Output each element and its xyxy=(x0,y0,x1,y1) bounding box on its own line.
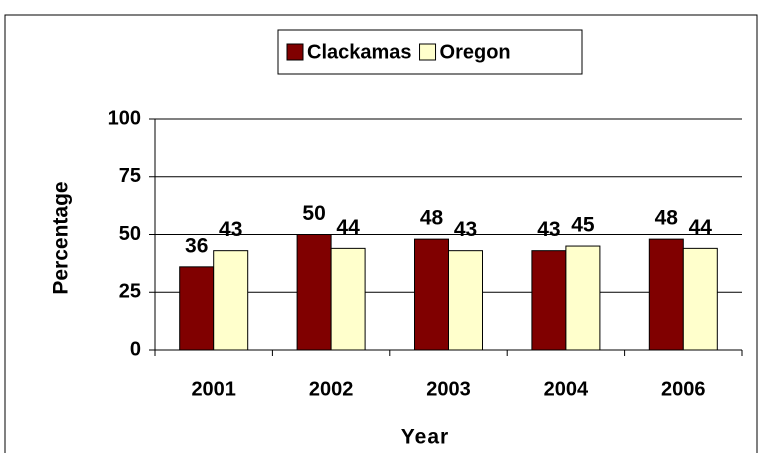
bar xyxy=(213,250,249,351)
bar xyxy=(179,266,215,351)
y-tick-label: 25 xyxy=(119,281,141,303)
x-tick-label: 2002 xyxy=(309,378,354,400)
y-axis-label: Percentage xyxy=(50,181,73,294)
value-label: 43 xyxy=(537,218,560,241)
legend-swatch xyxy=(419,43,437,61)
legend-label: Clackamas xyxy=(307,41,412,63)
y-tick-label: 50 xyxy=(119,223,141,245)
bar xyxy=(531,250,567,351)
value-label: 50 xyxy=(302,202,325,225)
y-tick-label: 75 xyxy=(119,165,141,187)
value-label: 43 xyxy=(454,218,477,241)
legend-swatch xyxy=(286,43,304,61)
value-label: 36 xyxy=(185,234,208,257)
legend-label: Oregon xyxy=(440,41,511,63)
value-label: 45 xyxy=(571,214,595,237)
y-tick-label: 100 xyxy=(108,107,141,129)
value-label: 48 xyxy=(655,207,679,230)
bar xyxy=(648,238,684,351)
bar xyxy=(682,247,718,351)
x-tick-label: 2003 xyxy=(426,378,471,400)
bar xyxy=(414,238,449,351)
bar xyxy=(296,234,332,351)
x-tick-label: 2004 xyxy=(544,378,589,400)
value-label: 43 xyxy=(219,218,242,241)
x-axis-label: Year xyxy=(401,426,449,449)
value-label: 44 xyxy=(336,216,360,239)
bar xyxy=(330,247,366,351)
y-tick-label: 0 xyxy=(130,338,141,360)
value-label: 44 xyxy=(689,216,713,239)
value-label: 48 xyxy=(420,207,444,230)
bar xyxy=(565,245,601,351)
x-tick-label: 2001 xyxy=(191,378,236,400)
x-tick-label: 2006 xyxy=(661,378,706,400)
bar xyxy=(448,250,483,351)
